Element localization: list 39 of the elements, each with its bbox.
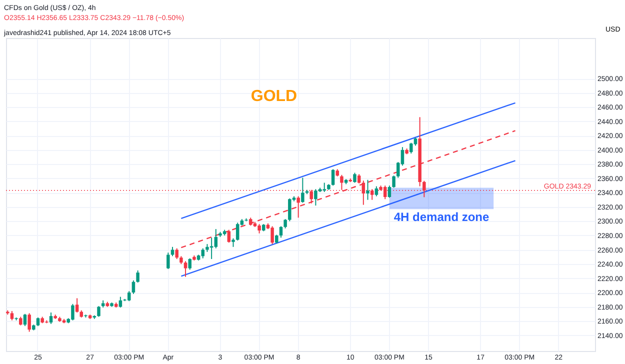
candlestick bbox=[279, 226, 283, 238]
candlestick bbox=[322, 182, 326, 193]
candlestick bbox=[270, 226, 274, 245]
candlestick bbox=[374, 186, 378, 197]
annotation: GOLD bbox=[250, 88, 298, 105]
candlestick bbox=[236, 222, 240, 241]
candlestick bbox=[28, 312, 31, 332]
candlestick bbox=[314, 188, 318, 206]
candlestick bbox=[97, 306, 100, 318]
candlestick bbox=[210, 237, 214, 260]
candlestick bbox=[410, 142, 413, 154]
candlestick bbox=[132, 280, 136, 294]
candlestick bbox=[184, 260, 188, 278]
candlestick bbox=[75, 298, 79, 313]
candlestick bbox=[388, 185, 392, 198]
candlestick bbox=[136, 270, 140, 284]
candlestick bbox=[366, 179, 370, 200]
candlestick bbox=[166, 252, 170, 270]
candlestick bbox=[353, 172, 356, 184]
candlestick bbox=[357, 174, 361, 184]
candlestick bbox=[127, 290, 131, 302]
candlestick bbox=[301, 177, 304, 204]
candlestick bbox=[175, 248, 178, 260]
candlestick bbox=[118, 296, 122, 308]
candlestick bbox=[288, 198, 292, 222]
candlestick bbox=[188, 258, 192, 270]
band-label: 4H demand zone bbox=[394, 210, 490, 224]
candlestick bbox=[284, 218, 287, 229]
candlestick bbox=[392, 175, 396, 188]
candlestick bbox=[214, 228, 218, 249]
candlestick bbox=[49, 312, 53, 324]
candlestick bbox=[258, 224, 261, 234]
candlestick bbox=[23, 313, 27, 327]
candlestick bbox=[331, 168, 335, 186]
candlestick bbox=[227, 229, 231, 244]
candlestick bbox=[340, 174, 344, 190]
candlestick bbox=[296, 196, 300, 218]
candlestick bbox=[10, 310, 14, 321]
candlestick bbox=[201, 248, 205, 259]
